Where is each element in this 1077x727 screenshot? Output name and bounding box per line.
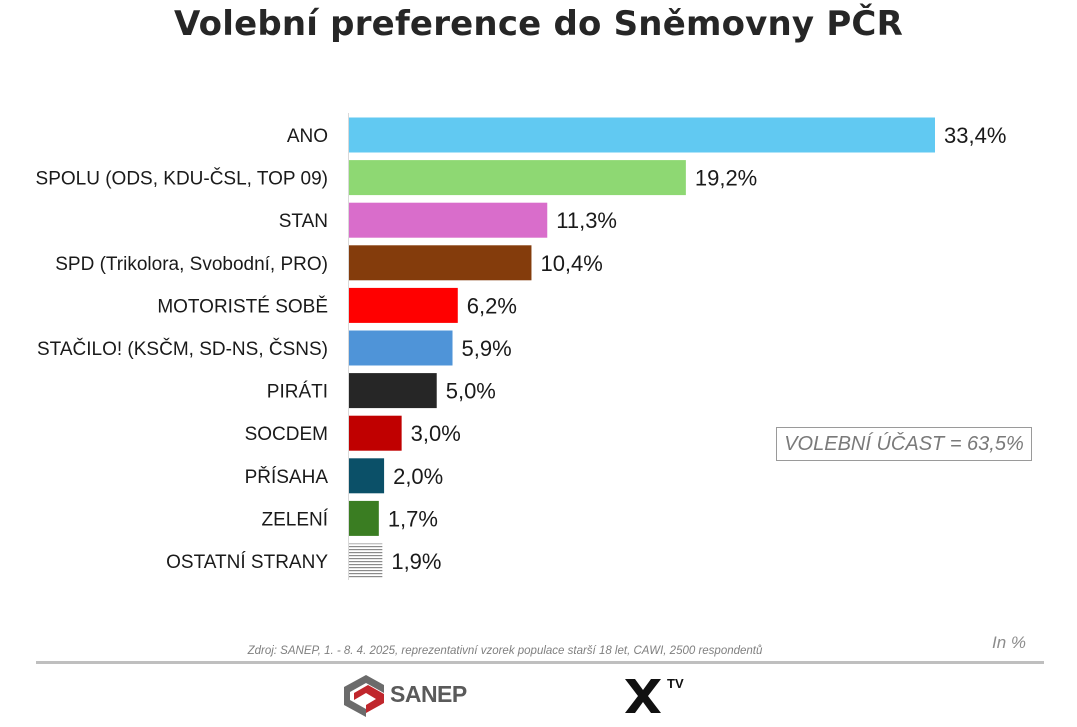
bar <box>349 458 385 494</box>
category-label: SPD (Trikolora, Svobodní, PRO) <box>55 254 328 275</box>
bar <box>349 245 532 281</box>
chart-title: Volební preference do Sněmovny PČR <box>174 4 903 44</box>
value-label: 1,7% <box>388 506 438 531</box>
value-label: 33,4% <box>944 123 1006 148</box>
value-label: 11,3% <box>556 208 617 233</box>
value-label: 5,9% <box>462 336 512 361</box>
bar <box>349 415 402 451</box>
bar <box>349 160 686 196</box>
bar <box>349 202 548 238</box>
source-note: Zdroj: SANEP, 1. - 8. 4. 2025, reprezent… <box>247 645 763 657</box>
bar <box>349 330 453 366</box>
value-label: 19,2% <box>695 166 757 191</box>
footer-divider <box>36 661 1044 664</box>
category-label: STAČILO! (KSČM, SD-NS, ČSNS) <box>37 338 328 360</box>
category-label: ANO <box>287 126 328 147</box>
value-label: 2,0% <box>393 464 443 489</box>
value-label: 5,0% <box>446 379 496 404</box>
category-label: SOCDEM <box>245 424 328 445</box>
bar <box>349 373 437 409</box>
xtv-logo-text: TV <box>667 676 684 691</box>
category-label: MOTORISTÉ SOBĚ <box>157 295 328 317</box>
xtv-logo <box>625 679 661 713</box>
bar-chart: ANO 33,4% SPOLU (ODS, KDU-ČSL, TOP 09) 19,2… <box>36 113 1006 580</box>
bar <box>349 117 935 153</box>
value-label: 10,4% <box>540 251 602 276</box>
bar <box>349 543 383 579</box>
sanep-logo <box>344 675 384 717</box>
category-label: OSTATNÍ STRANY <box>166 552 328 573</box>
bar <box>349 500 379 536</box>
turnout-box: VOLEBNÍ ÚČAST = 63,5% <box>776 427 1032 461</box>
sanep-logo-text: SANEP <box>390 681 467 707</box>
value-label: 3,0% <box>411 421 461 446</box>
category-label: STAN <box>279 211 328 232</box>
value-label: 6,2% <box>467 293 517 318</box>
category-label: PŘÍSAHA <box>245 466 329 488</box>
category-label: PIRÁTI <box>267 382 328 403</box>
category-label: ZELENÍ <box>261 509 328 530</box>
category-label: SPOLU (ODS, KDU-ČSL, TOP 09) <box>36 168 328 190</box>
value-label: 1,9% <box>391 549 441 574</box>
bar <box>349 287 458 323</box>
unit-label: In % <box>992 633 1027 652</box>
